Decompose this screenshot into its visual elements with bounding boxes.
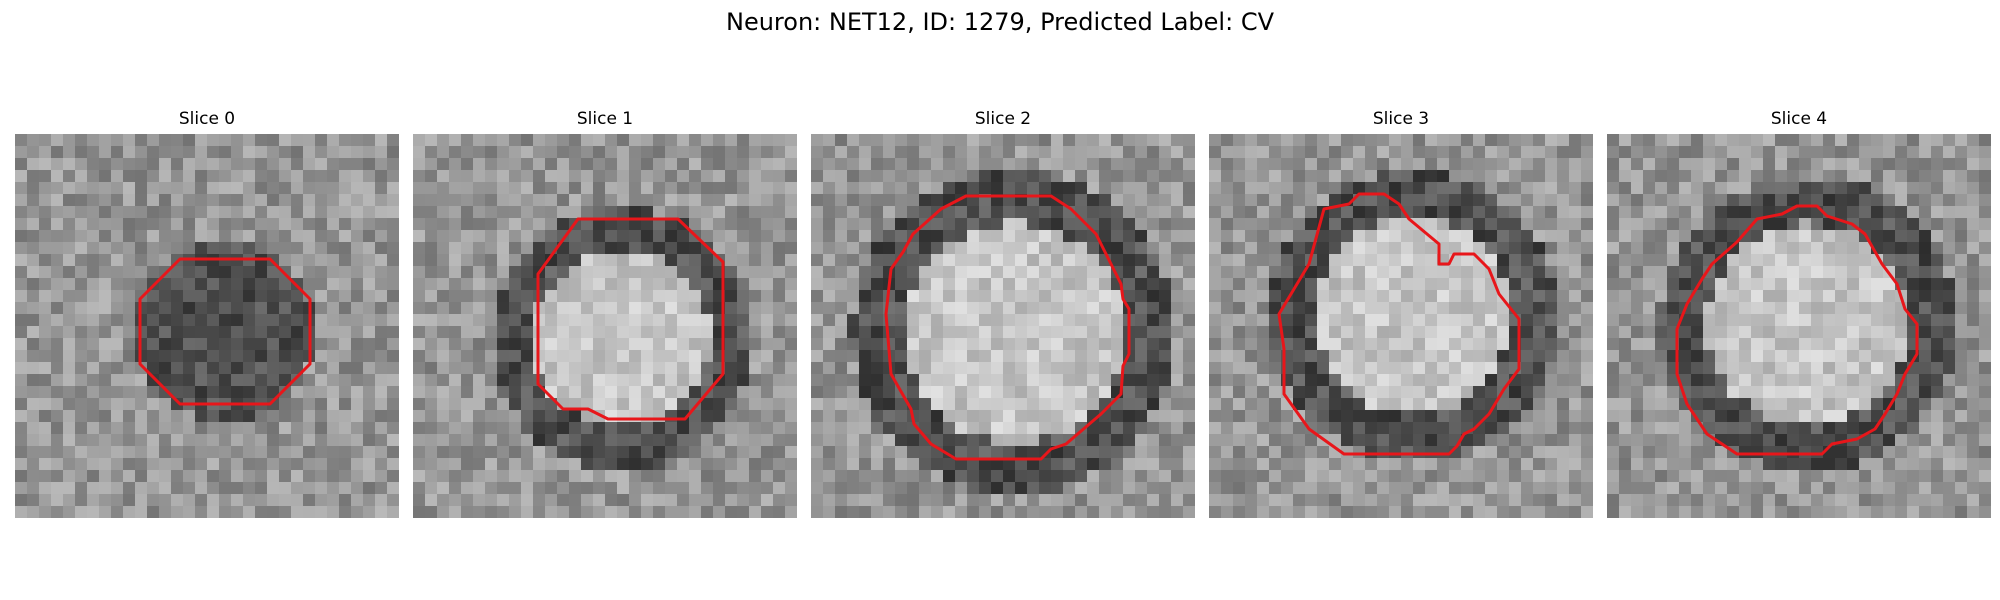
segmentation-contour (138, 257, 312, 406)
slice-title: Slice 3 (1372, 109, 1430, 129)
slice-panel-3: Slice 3 (1209, 108, 1593, 518)
grayscale-pixels (811, 134, 1195, 518)
grayscale-pixels (1607, 134, 1991, 518)
slice-image-svg (413, 134, 797, 518)
slice-image (15, 134, 399, 518)
slice-title: Slice 4 (1770, 109, 1828, 129)
slice-image-svg (1209, 134, 1593, 518)
slice-image-svg (811, 134, 1195, 518)
slice-image (1607, 134, 1991, 518)
slice-image-svg (1607, 134, 1991, 518)
grayscale-pixels (15, 134, 399, 518)
grayscale-pixels (413, 134, 797, 518)
slice-image (1209, 134, 1593, 518)
slice-image (413, 134, 797, 518)
segmentation-contour (1675, 204, 1919, 456)
slice-image-svg (15, 134, 399, 518)
slice-panel-0: Slice 0 (15, 108, 399, 518)
slice-image (811, 134, 1195, 518)
grayscale-pixels (1209, 134, 1593, 518)
slice-title: Slice 2 (974, 109, 1032, 129)
segmentation-contour (884, 194, 1131, 461)
figure-title: Neuron: NET12, ID: 1279, Predicted Label… (726, 8, 1274, 36)
slice-title: Slice 1 (576, 109, 634, 129)
segmentation-contour (536, 217, 725, 421)
slice-panel-4: Slice 4 (1607, 108, 1991, 518)
segmentation-contour (1277, 192, 1521, 456)
slice-panel-1: Slice 1 (413, 108, 797, 518)
slice-title: Slice 0 (178, 109, 236, 129)
slice-panel-2: Slice 2 (811, 108, 1195, 518)
